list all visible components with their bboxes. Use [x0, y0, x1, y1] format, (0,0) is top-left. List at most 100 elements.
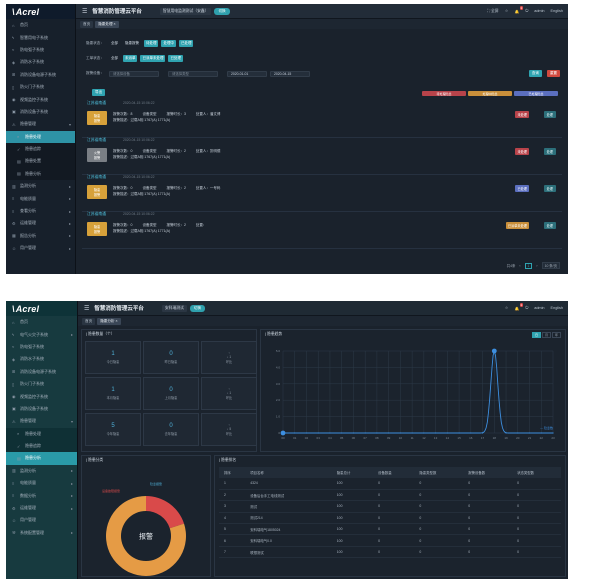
data-point[interactable]	[470, 432, 472, 434]
power-icon[interactable]: ⏻	[525, 306, 529, 310]
data-point[interactable]	[423, 432, 425, 434]
sidebar-item-10[interactable]: ✓ 隐患追踪	[6, 142, 75, 156]
sidebar-item-8[interactable]: ⚠ 隐患管理 ▾	[6, 118, 75, 130]
fullscreen-button[interactable]: ⛶ 全屏	[487, 8, 499, 13]
period-button[interactable]: 年	[551, 332, 561, 338]
data-point[interactable]	[341, 432, 343, 434]
page-number[interactable]: 1	[524, 262, 533, 269]
table-row[interactable]: 2 设备后台手工电线测试 100 0 0 0 0	[219, 489, 561, 502]
donut-slice[interactable]	[146, 496, 185, 529]
sidebar-item-3[interactable]: ◈ 消防水子系统	[6, 353, 77, 365]
tab-home[interactable]: 首页	[82, 317, 96, 325]
user-name[interactable]: admin	[534, 306, 545, 310]
switch-button[interactable]: 切换	[214, 7, 230, 15]
sidebar-item-12[interactable]: ▤ 隐患分析	[6, 167, 75, 181]
language-switch[interactable]: English	[550, 306, 563, 310]
table-row[interactable]: 6 安科瑞电气0.0 100 0 0 0 0	[219, 534, 561, 547]
switch-button[interactable]: 切换	[189, 304, 206, 312]
data-point[interactable]	[317, 432, 319, 434]
device-select[interactable]: 请选择设备	[108, 70, 159, 77]
filter-option[interactable]: 处理中	[161, 40, 176, 47]
handle-button[interactable]: 处理	[543, 185, 556, 192]
card-location[interactable]: 江苏省南通	[87, 138, 106, 142]
power-icon[interactable]: ⏻	[525, 9, 529, 13]
table-row[interactable]: 7 联想测试 100 0 0 0 0	[219, 546, 561, 559]
sidebar-item-0[interactable]: ⌂ 首页	[6, 316, 77, 328]
hazard-card[interactable]: 江苏省南通 2020-04-15 10:06:22 隐患 报警 报警次数：8 设备类型报…	[82, 101, 562, 138]
sidebar-item-18[interactable]: ☺ 用户管理 ▸	[6, 242, 75, 254]
prev-icon[interactable]: ‹	[519, 263, 521, 268]
tab-hazard-analysis[interactable]: 隐患分析 ×	[97, 317, 121, 325]
data-point[interactable]	[280, 430, 286, 436]
card-location[interactable]: 江苏省南通	[87, 175, 106, 179]
sidebar-item-8[interactable]: ⚠ 隐患管理 ▾	[6, 415, 77, 427]
project-select[interactable]: 智慧用电监测测试（安鑫）	[159, 7, 212, 15]
data-point[interactable]	[481, 432, 484, 434]
sidebar-item-1[interactable]: ϟ 智慧用电子系统	[6, 31, 75, 43]
tab-home[interactable]: 首页	[80, 20, 94, 28]
type-select[interactable]: 请选择类型	[167, 70, 218, 77]
handle-button[interactable]: 处理	[543, 222, 556, 229]
tab-hazard-handling[interactable]: 隐患处理 ×	[95, 20, 119, 28]
filter-option[interactable]: 全部	[110, 41, 118, 45]
data-point[interactable]	[352, 432, 355, 434]
filter-option[interactable]: 已处理	[178, 40, 194, 47]
handle-button[interactable]: 处理	[543, 148, 556, 155]
period-button[interactable]: 月	[541, 332, 551, 338]
sidebar-item-5[interactable]: ▯ 防火门子系统	[6, 378, 77, 390]
menu-icon[interactable]: ☰	[82, 8, 88, 15]
filter-option[interactable]: 未派单	[122, 55, 138, 62]
sidebar-item-2[interactable]: ≈ 防电弧子系统	[6, 341, 77, 353]
data-point[interactable]	[294, 432, 296, 434]
menu-icon[interactable]: ☰	[84, 305, 90, 312]
sidebar-item-9[interactable]: ⌕ 隐患处理	[6, 427, 77, 440]
data-point[interactable]	[540, 432, 542, 434]
sidebar-item-14[interactable]: ≡ 数据分析 ▸	[6, 489, 77, 501]
filter-option[interactable]: 已处理	[168, 55, 183, 62]
table-row[interactable]: 3 测试 100 0 0 0 0	[219, 500, 561, 513]
reset-button[interactable]: 重置	[546, 70, 560, 77]
filter-option[interactable]: 已派单未处理	[140, 55, 166, 62]
sidebar-item-16[interactable]: ☺ 用户管理	[6, 514, 77, 526]
donut-slice[interactable]	[105, 496, 186, 576]
user-name[interactable]: admin	[534, 9, 545, 13]
card-location[interactable]: 江苏省南通	[87, 212, 106, 216]
date-to[interactable]: 2020-04-15	[269, 70, 310, 77]
data-point[interactable]	[505, 432, 507, 434]
sidebar-item-16[interactable]: ⚙ 运维管理 ▸	[6, 217, 75, 229]
data-point[interactable]	[552, 432, 554, 434]
data-point[interactable]	[399, 432, 401, 434]
page-size-select[interactable]: 10 条/页	[541, 262, 560, 269]
sidebar-item-15[interactable]: ⚙ 运维管理 ▸	[6, 502, 77, 514]
sidebar-item-13[interactable]: ≡ 电能质量 ▸	[6, 477, 77, 489]
filter-option[interactable]: 全部	[110, 56, 118, 60]
sidebar-item-2[interactable]: ≈ 防电弧子系统	[6, 44, 75, 56]
card-location[interactable]: 江苏省南通	[87, 101, 106, 105]
sidebar-item-13[interactable]: ▥ 监测分析 ▸	[6, 180, 75, 192]
table-row[interactable]: 4 测试214 100 0 0 0 0	[219, 512, 561, 525]
data-point[interactable]	[458, 432, 460, 434]
sidebar-item-0[interactable]: ⌂ 首页	[6, 19, 75, 31]
sidebar-item-17[interactable]: ⚒ 系统配置管理 ▸	[6, 527, 77, 539]
user-icon[interactable]: ☺	[504, 306, 509, 310]
bell-icon[interactable]: 🔔 1	[514, 302, 524, 311]
hazard-card[interactable]: 江苏省南通 2020-04-15 10:06:22 火警 报警 报警次数：0 设备类型报…	[82, 138, 562, 175]
sidebar-item-4[interactable]: ⊞ 消防设备电源子系统	[6, 366, 77, 378]
sidebar-item-7[interactable]: ▣ 消防设备子系统	[6, 403, 77, 415]
sidebar-item-17[interactable]: ▦ 报告分析 ▸	[6, 230, 75, 242]
table-row[interactable]: 1 4324 100 0 0 0 0	[219, 478, 561, 490]
bell-icon[interactable]: 🔔 1	[514, 5, 524, 14]
data-point[interactable]	[305, 432, 308, 434]
sidebar-item-14[interactable]: ≡ 电能质量 ▸	[6, 192, 75, 204]
data-point[interactable]	[364, 432, 366, 434]
sidebar-item-11[interactable]: ▤ 隐患分析	[6, 452, 77, 465]
period-button[interactable]: 日	[531, 332, 541, 338]
next-icon[interactable]: ›	[536, 263, 538, 268]
data-point[interactable]	[491, 348, 497, 354]
filter-option[interactable]: 隐患报警	[124, 41, 139, 45]
data-point[interactable]	[528, 432, 531, 434]
sidebar-item-15[interactable]: ≡ 查看分析 ▸	[6, 205, 75, 217]
sidebar-item-10[interactable]: ✓ 隐患追踪	[6, 439, 77, 453]
summary-processed[interactable]: 已处理隐患	[514, 91, 558, 96]
sidebar-item-11[interactable]: ▤ 隐患处置	[6, 155, 75, 168]
